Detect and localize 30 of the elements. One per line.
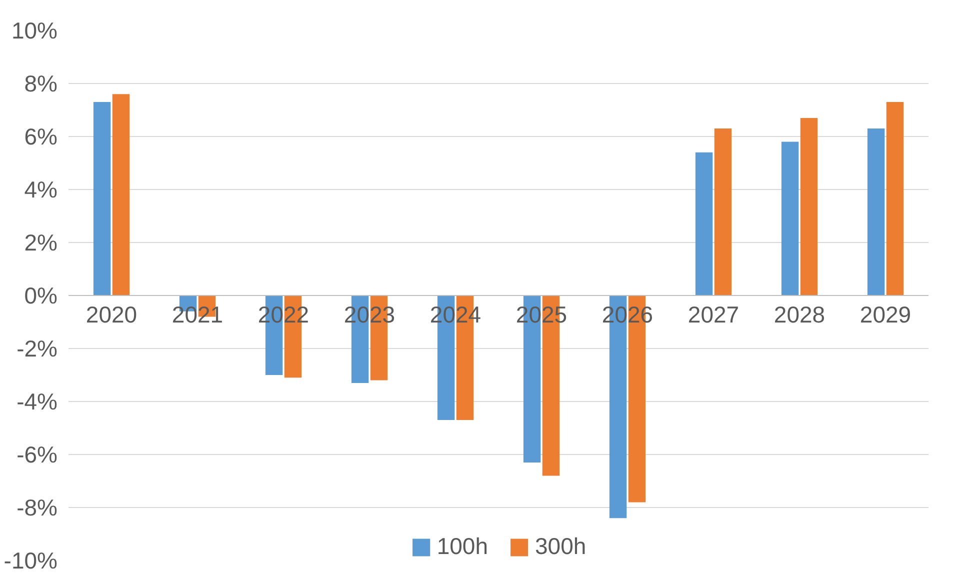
x-tick-label: 2028 [774,302,826,328]
y-tick-label: 10% [11,18,58,44]
y-tick-label: 6% [24,124,58,150]
y-tick-label: -10% [4,548,58,574]
y-tick-label: -8% [16,494,58,520]
y-tick-label: 8% [24,70,58,96]
x-tick-label: 2023 [344,302,396,328]
y-tick-label: -4% [16,388,58,414]
bar [695,152,713,296]
x-tick-label: 2025 [516,302,568,328]
bar [800,118,818,296]
bar [867,128,885,296]
x-tick-label: 2026 [602,302,654,328]
x-tick-label: 2022 [258,302,310,328]
bar [93,102,111,296]
bar [781,142,799,296]
x-tick-label: 2029 [860,302,912,328]
x-tick-label: 2024 [430,302,482,328]
legend-label: 100h [436,533,488,560]
bar [714,128,732,296]
x-tick-label: 2027 [688,302,740,328]
y-tick-label: 2% [24,230,58,256]
bar [886,102,904,296]
y-tick-label: -2% [16,336,58,362]
legend-label: 300h [535,533,586,560]
y-tick-label: 0% [24,282,58,308]
y-tick-label: 4% [24,176,58,202]
x-tick-label: 2020 [86,302,138,328]
bar [112,94,130,296]
y-tick-label: -6% [16,442,58,468]
